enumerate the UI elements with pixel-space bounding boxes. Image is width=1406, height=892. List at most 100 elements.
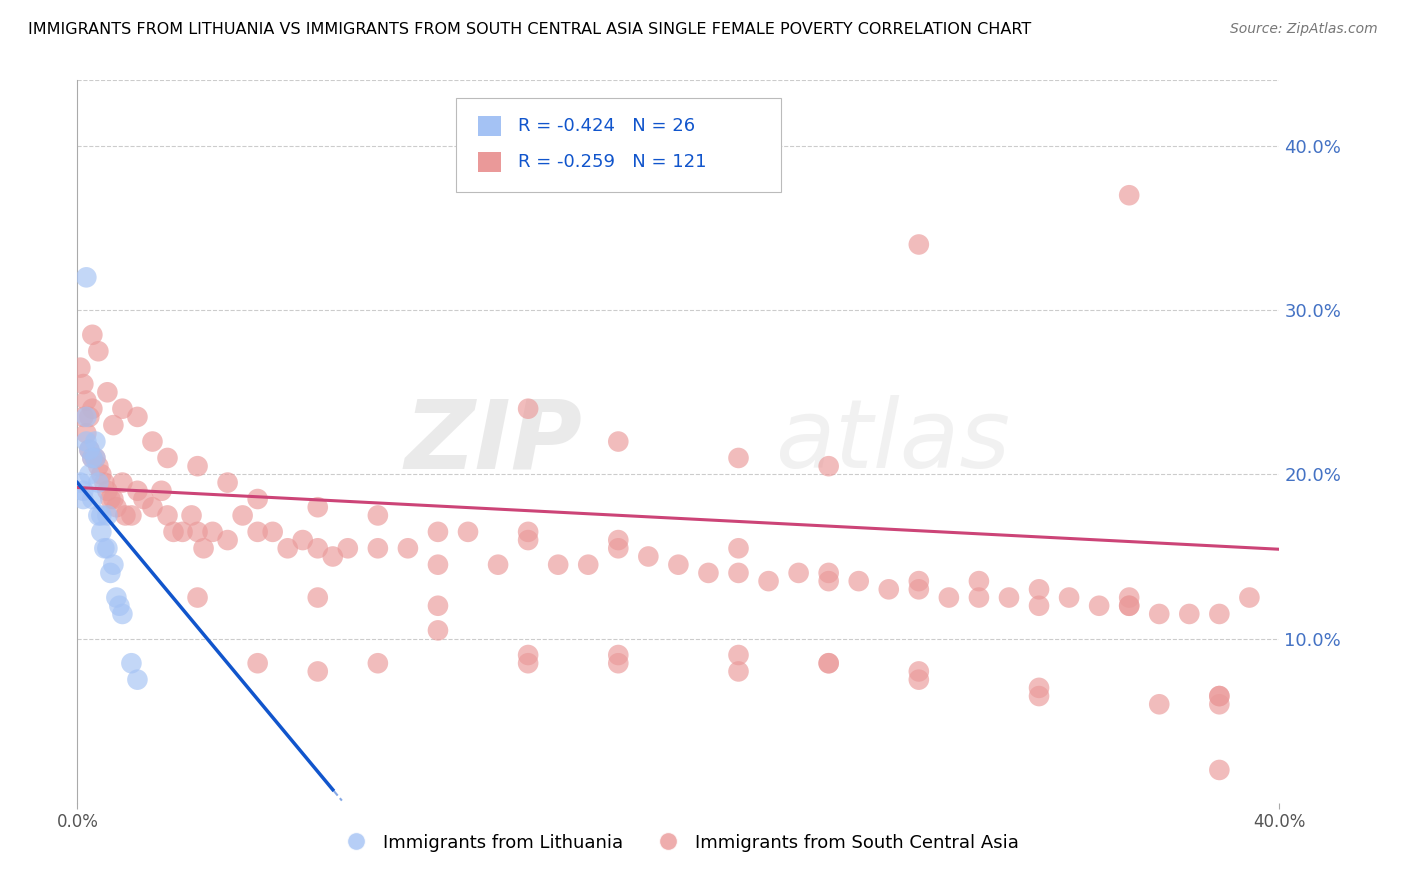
Text: ZIP: ZIP (405, 395, 582, 488)
Point (307, 541, 329, 556)
Point (908, 574, 931, 588)
Point (96, 483, 118, 498)
Point (186, 459, 209, 474)
Point (111, 475, 134, 490)
Point (1178, 607, 1201, 621)
Point (90, 467, 112, 482)
Point (607, 648, 630, 662)
Point (817, 566, 839, 580)
Legend: Immigrants from Lithuania, Immigrants from South Central Asia: Immigrants from Lithuania, Immigrants fr… (330, 826, 1026, 859)
Point (79, 442, 101, 457)
Point (817, 657, 839, 671)
Point (156, 450, 179, 465)
Point (186, 591, 209, 605)
Point (877, 582, 900, 597)
Point (84, 450, 107, 465)
Point (668, 171, 690, 186)
Point (908, 673, 931, 687)
Point (141, 500, 163, 515)
Point (307, 665, 329, 679)
Point (90, 524, 112, 539)
Point (727, 665, 749, 679)
Point (105, 500, 128, 515)
Point (367, 657, 389, 671)
Point (727, 648, 749, 662)
Point (150, 483, 173, 498)
Point (1028, 599, 1050, 613)
Point (1208, 689, 1230, 703)
Point (93, 541, 115, 556)
Text: R = -0.259   N = 121: R = -0.259 N = 121 (517, 153, 707, 171)
Point (84, 450, 107, 465)
FancyBboxPatch shape (456, 98, 780, 193)
Point (697, 566, 720, 580)
Point (72, 483, 94, 498)
Point (607, 434, 630, 449)
Point (69, 360, 91, 375)
Point (848, 574, 870, 588)
Point (727, 566, 749, 580)
Point (547, 558, 569, 572)
Point (217, 475, 239, 490)
Point (1088, 599, 1111, 613)
Point (79, 467, 101, 482)
Point (486, 558, 509, 572)
Point (1028, 681, 1050, 695)
Point (111, 401, 134, 416)
Point (186, 524, 209, 539)
Point (162, 524, 184, 539)
Point (607, 657, 630, 671)
Text: atlas: atlas (775, 395, 1010, 488)
Point (75, 409, 97, 424)
Point (105, 591, 128, 605)
Point (1118, 599, 1140, 613)
Point (817, 459, 839, 474)
Point (938, 591, 960, 605)
Point (967, 574, 990, 588)
Point (908, 237, 931, 252)
Point (100, 566, 122, 580)
Point (967, 591, 990, 605)
Point (396, 541, 419, 556)
Point (96, 385, 118, 400)
Point (1208, 763, 1230, 777)
Point (193, 541, 215, 556)
Point (201, 524, 224, 539)
Point (127, 409, 149, 424)
Point (100, 491, 122, 506)
Point (75, 434, 97, 449)
Point (307, 500, 329, 515)
Point (517, 657, 540, 671)
Point (79, 442, 101, 457)
Point (132, 491, 155, 506)
Point (1149, 607, 1171, 621)
Point (1118, 599, 1140, 613)
Point (427, 624, 450, 638)
Point (427, 599, 450, 613)
Point (84, 434, 107, 449)
Point (72, 377, 94, 392)
Point (75, 426, 97, 441)
Point (607, 541, 630, 556)
Point (322, 549, 344, 564)
Point (96, 541, 118, 556)
Point (1028, 582, 1050, 597)
Point (246, 657, 269, 671)
Point (103, 558, 125, 572)
Point (72, 491, 94, 506)
Point (787, 566, 810, 580)
Point (367, 541, 389, 556)
Point (127, 673, 149, 687)
Point (127, 483, 149, 498)
Point (336, 541, 359, 556)
Point (103, 491, 125, 506)
Point (817, 657, 839, 671)
Point (87, 508, 110, 523)
Point (180, 508, 202, 523)
Point (291, 533, 314, 547)
Point (87, 344, 110, 359)
Point (1118, 188, 1140, 202)
Point (517, 533, 540, 547)
Point (156, 508, 179, 523)
Point (232, 508, 254, 523)
